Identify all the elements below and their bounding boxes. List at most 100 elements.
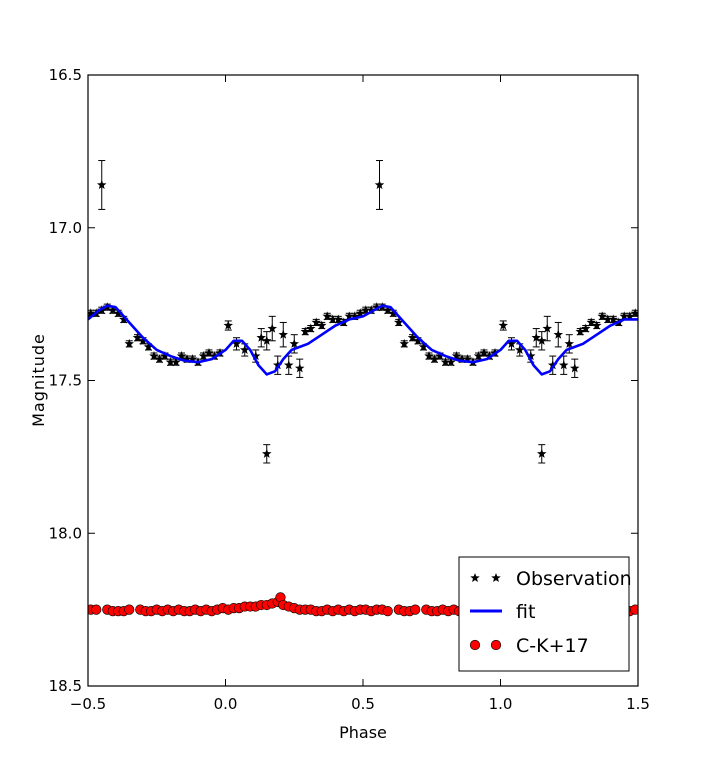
x-axis-label: Phase bbox=[339, 723, 387, 742]
observation-point bbox=[418, 341, 429, 351]
observation-point bbox=[231, 338, 242, 348]
legend-ck17-icon bbox=[490, 639, 502, 651]
observation-point bbox=[407, 332, 418, 342]
observation-point bbox=[366, 305, 377, 315]
observation-point bbox=[602, 314, 613, 324]
observation-point bbox=[399, 338, 410, 348]
observation-point bbox=[382, 305, 393, 315]
observation-point bbox=[316, 320, 327, 330]
observation-point bbox=[107, 305, 118, 315]
observation-point bbox=[569, 363, 580, 373]
y-tick-label: 16.5 bbox=[49, 66, 82, 84]
observation-point bbox=[536, 448, 547, 458]
observation-point bbox=[413, 335, 423, 345]
observation-point bbox=[118, 314, 129, 324]
observation-point bbox=[88, 308, 96, 318]
observation-point bbox=[525, 351, 536, 361]
y-tick-label: 17.5 bbox=[49, 372, 82, 390]
observation-point bbox=[278, 329, 289, 339]
legend-observation-icon bbox=[491, 573, 501, 583]
observation-point bbox=[531, 332, 542, 342]
fit-line bbox=[88, 304, 638, 376]
observation-point bbox=[149, 351, 159, 361]
observation-point bbox=[223, 320, 234, 330]
observation-point bbox=[322, 311, 333, 321]
observation-point bbox=[355, 308, 366, 318]
observation-point bbox=[272, 360, 283, 370]
ck17-point bbox=[124, 604, 135, 615]
observation-point bbox=[473, 351, 484, 361]
x-tick-label: 1.0 bbox=[489, 695, 513, 713]
observation-point bbox=[289, 338, 300, 348]
observation-point bbox=[300, 326, 311, 336]
observation-point bbox=[132, 332, 143, 342]
observation-point bbox=[429, 354, 440, 364]
observation-point bbox=[143, 341, 154, 351]
observation-point bbox=[479, 348, 489, 358]
observation-point bbox=[261, 448, 272, 458]
ck17-point bbox=[91, 604, 102, 615]
plot-area bbox=[88, 160, 638, 617]
observation-point bbox=[575, 326, 586, 336]
observation-point bbox=[154, 354, 165, 364]
observation-point bbox=[176, 351, 187, 361]
observation-point bbox=[547, 360, 558, 370]
observation-point bbox=[327, 314, 338, 324]
observation-point bbox=[457, 354, 467, 364]
observation-point bbox=[138, 335, 148, 345]
y-axis-label: Magnitude bbox=[29, 333, 48, 427]
observation-point bbox=[630, 308, 638, 318]
x-tick-label: 0.0 bbox=[214, 695, 238, 713]
observation-point bbox=[451, 351, 462, 361]
ck17-point bbox=[382, 606, 393, 617]
observation-point bbox=[446, 357, 456, 367]
observation-point bbox=[542, 323, 553, 333]
legend-observation-icon bbox=[470, 573, 480, 583]
observation-point bbox=[187, 354, 198, 364]
observation-point bbox=[484, 351, 495, 361]
observation-point bbox=[608, 314, 619, 324]
observation-point bbox=[624, 311, 635, 321]
observation-point bbox=[506, 338, 517, 348]
observation-point bbox=[371, 302, 382, 312]
observation-point bbox=[250, 351, 261, 361]
observation-point bbox=[619, 311, 630, 321]
legend-label-observation: Observation bbox=[516, 568, 632, 590]
legend-box bbox=[458, 556, 630, 672]
observation-point bbox=[124, 338, 135, 348]
y-tick-label: 18.5 bbox=[49, 677, 82, 695]
observation-point bbox=[171, 357, 181, 367]
y-tick-label: 17.0 bbox=[49, 219, 82, 237]
legend: Observation fit C-K+17 bbox=[458, 556, 632, 672]
observation-point bbox=[564, 338, 575, 348]
observation-point bbox=[580, 323, 591, 333]
observation-point bbox=[96, 179, 107, 190]
observation-point bbox=[294, 363, 305, 373]
ck17-point bbox=[630, 604, 638, 615]
axis-ticks bbox=[87, 74, 639, 687]
observation-point bbox=[256, 332, 267, 342]
observation-point bbox=[424, 351, 434, 361]
observation-point bbox=[261, 335, 272, 345]
ck17-point bbox=[410, 604, 421, 615]
legend-ck17-icon bbox=[469, 639, 481, 651]
x-tick-label: 0.5 bbox=[351, 695, 375, 713]
observation-point bbox=[586, 317, 597, 327]
observation-point bbox=[198, 351, 209, 361]
observation-point bbox=[349, 311, 360, 321]
observation-point bbox=[514, 344, 525, 354]
observation-point bbox=[462, 354, 473, 364]
observation-point bbox=[160, 351, 170, 361]
observation-point bbox=[553, 329, 564, 339]
observation-point bbox=[435, 351, 445, 361]
observation-point bbox=[311, 317, 322, 327]
observation-point bbox=[305, 323, 316, 333]
observation-point bbox=[498, 320, 509, 330]
observation-point bbox=[283, 360, 294, 370]
observation-point bbox=[344, 311, 355, 321]
observation-point bbox=[388, 308, 399, 318]
observation-point bbox=[374, 179, 385, 190]
observation-point bbox=[333, 314, 344, 324]
observation-point bbox=[165, 357, 176, 367]
